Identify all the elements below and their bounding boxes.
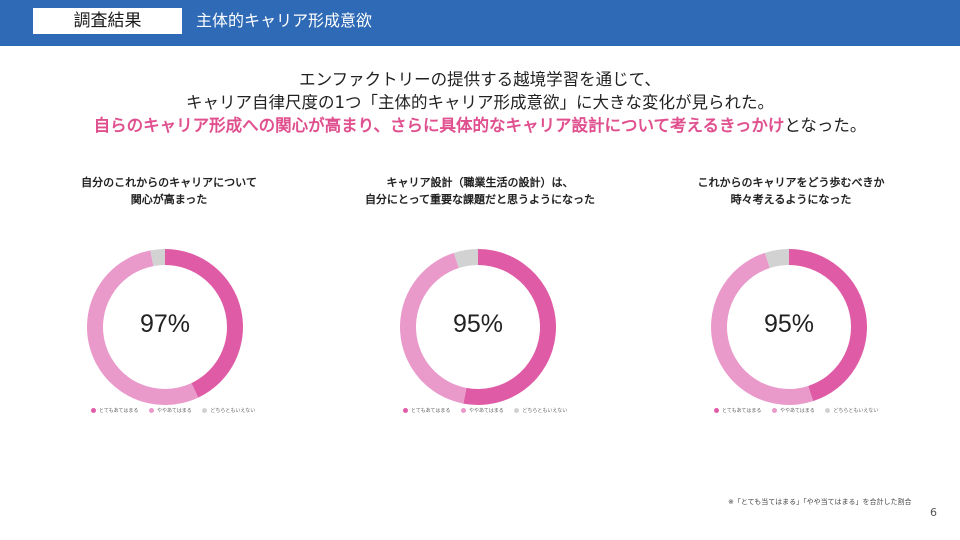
chart-3-title: これからのキャリアをどう歩むべきか 時々考えるようになった xyxy=(641,174,941,208)
page-number: 6 xyxy=(930,506,937,519)
legend-label: どちらともいえない xyxy=(833,408,879,414)
donut-slice-3 xyxy=(150,249,165,267)
header-bar: 調査結果 主体的キャリア形成意欲 xyxy=(0,0,960,46)
chart-1-title-line2: 関心が高まった xyxy=(130,193,208,206)
donut-slice-3 xyxy=(453,249,478,269)
chart-1-title: 自分のこれからのキャリアについて 関心が高まった xyxy=(19,174,319,208)
legend-swatch xyxy=(514,408,520,413)
legend-label: とてもあてはまる xyxy=(99,408,139,414)
chart-1-title-line1: 自分のこれからのキャリアについて xyxy=(81,176,257,189)
donut-chart-1 xyxy=(87,249,244,405)
legend-label: ややあてはまる xyxy=(157,408,192,414)
legend-item: ややあてはまる xyxy=(772,406,815,416)
legend-item: とてもあてはまる xyxy=(91,406,138,416)
lead-line-1: エンファクトリーの提供する越境学習を通じて、 xyxy=(299,70,661,89)
legend-label: とてもあてはまる xyxy=(722,408,762,414)
legend-swatch xyxy=(91,408,96,413)
lead-line-3-rest: となった。 xyxy=(784,116,867,135)
chart-3-center-value: 95% xyxy=(763,310,815,338)
legend-label: ややあてはまる xyxy=(780,408,815,414)
donut-slice-2 xyxy=(87,250,199,405)
section-label: 調査結果 xyxy=(33,8,182,34)
legend-swatch xyxy=(149,408,154,413)
donut-slice-1 xyxy=(463,249,556,405)
legend-item: どちらともいえない xyxy=(514,406,567,416)
chart-3-title-line2: 時々考えるようになった xyxy=(730,193,852,206)
legend-item: どちらともいえない xyxy=(825,406,878,416)
legend-swatch xyxy=(714,408,719,413)
legend-item: ややあてはまる xyxy=(461,406,504,416)
chart-2-title-line2: 自分にとって重要な課題だと思うようになった xyxy=(364,193,596,206)
donut-chart-3 xyxy=(711,249,867,405)
legend-item: とてもあてはまる xyxy=(403,406,450,416)
legend-swatch xyxy=(461,408,466,413)
legend-swatch xyxy=(825,408,831,413)
legend-label: どちらともいえない xyxy=(522,408,568,414)
chart-1-center-value: 97% xyxy=(139,310,191,338)
footnote: ※「とても当てはまる」「やや当てはまる」を合計した割合 xyxy=(728,498,912,506)
legend-swatch xyxy=(202,408,208,413)
lead-line-3: 自らのキャリア形成への関心が高まり、さらに具体的なキャリア設計について考えるきっ… xyxy=(0,114,960,137)
legend-item: どちらともいえない xyxy=(202,406,255,416)
slide-title: 主体的キャリア形成意欲 xyxy=(196,11,373,30)
donut-chart-2 xyxy=(400,249,556,405)
legend-item: とてもあてはまる xyxy=(714,406,761,416)
legend-label: ややあてはまる xyxy=(469,408,504,414)
lead-line-2: キャリア自律尺度の1つ「主体的キャリア形成意欲」に大きな変化が見られた。 xyxy=(186,93,774,112)
donut-slice-2 xyxy=(400,252,467,404)
donut-slice-1 xyxy=(165,249,244,398)
lead-text: エンファクトリーの提供する越境学習を通じて、 キャリア自律尺度の1つ「主体的キャ… xyxy=(0,68,960,137)
legend-item: ややあてはまる xyxy=(149,406,192,416)
donut-slice-1 xyxy=(789,249,867,402)
donut-slice-3 xyxy=(764,249,789,269)
lead-highlight: 自らのキャリア形成への関心が高まり、さらに具体的なキャリア設計について考えるきっ… xyxy=(93,116,785,135)
legend-swatch xyxy=(772,408,777,413)
chart-3-title-line1: これからのキャリアをどう歩むべきか xyxy=(697,176,885,189)
chart-1-legend: とてもあてはまる ややあてはまる どちらともいえない xyxy=(91,406,264,416)
donut-slice-2 xyxy=(711,252,814,405)
legend-label: どちらともいえない xyxy=(210,408,256,414)
legend-swatch xyxy=(403,408,408,413)
chart-2-center-value: 95% xyxy=(452,310,504,338)
chart-2-title-line1: キャリア設計（職業生活の設計）は、 xyxy=(386,176,574,189)
legend-label: とてもあてはまる xyxy=(411,408,451,414)
chart-2-title: キャリア設計（職業生活の設計）は、 自分にとって重要な課題だと思うようになった xyxy=(330,174,630,208)
chart-3-legend: とてもあてはまる ややあてはまる どちらともいえない xyxy=(714,406,887,416)
chart-2-legend: とてもあてはまる ややあてはまる どちらともいえない xyxy=(403,406,576,416)
